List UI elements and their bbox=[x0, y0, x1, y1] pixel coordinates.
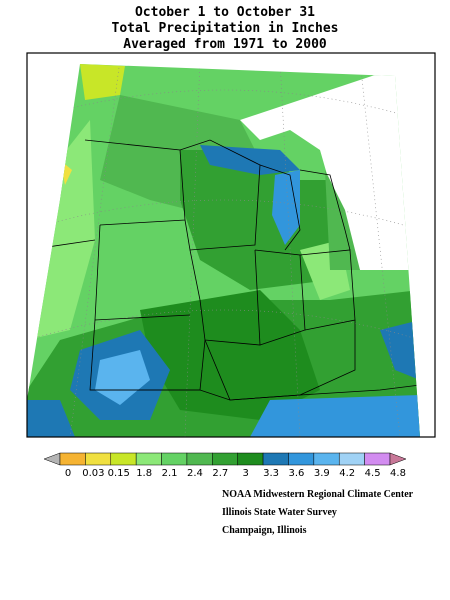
legend-label: 2.7 bbox=[212, 468, 228, 479]
title-line: Averaged from 1971 to 2000 bbox=[123, 37, 327, 52]
legend-swatch bbox=[186, 452, 213, 466]
legend-label: 1.8 bbox=[136, 468, 152, 479]
legend-swatch bbox=[110, 452, 137, 466]
legend-swatch bbox=[161, 452, 188, 466]
legend-label: 4.8 bbox=[390, 468, 406, 479]
legend-swatch bbox=[85, 452, 112, 466]
title-line: October 1 to October 31 bbox=[135, 5, 315, 20]
map-frame bbox=[26, 52, 436, 438]
credit: Illinois State Water Survey bbox=[222, 507, 337, 518]
graticule bbox=[27, 64, 420, 437]
legend-label: 2.1 bbox=[162, 468, 178, 479]
legend-swatch bbox=[364, 452, 391, 466]
legend-label: 3 bbox=[243, 468, 249, 479]
legend-label: 4.2 bbox=[339, 468, 355, 479]
legend-label: 0 bbox=[65, 468, 71, 479]
legend-swatch bbox=[135, 452, 162, 466]
legend-swatch bbox=[338, 452, 365, 466]
legend-swatch bbox=[212, 452, 238, 466]
credit: NOAA Midwestern Regional Climate Center bbox=[222, 489, 414, 500]
legend-swatch bbox=[313, 452, 340, 466]
legend-arrow bbox=[389, 452, 407, 466]
legend-swatch bbox=[237, 452, 264, 466]
legend-swatch bbox=[262, 452, 289, 466]
legend-label: 0.03 bbox=[82, 468, 104, 479]
credit: Champaign, Illinois bbox=[222, 525, 307, 536]
legend-label: 3.9 bbox=[314, 468, 330, 479]
legend-label: 3.6 bbox=[289, 468, 305, 479]
legend: 0 0.03 0.15 1.8 2.1 2.4 2.7 3 3.3 3.6 3.9 4.2 4.5 4.8 bbox=[43, 452, 407, 479]
legend-label: 2.4 bbox=[187, 468, 203, 479]
legend-label: 3.3 bbox=[263, 468, 279, 479]
title-line: Total Precipitation in Inches bbox=[112, 21, 339, 36]
state-borders bbox=[27, 139, 420, 401]
legend-swatch bbox=[59, 452, 86, 466]
legend-label: 0.15 bbox=[108, 468, 130, 479]
legend-swatch bbox=[288, 452, 315, 466]
map bbox=[26, 52, 436, 438]
legend-label: 4.5 bbox=[365, 468, 381, 479]
